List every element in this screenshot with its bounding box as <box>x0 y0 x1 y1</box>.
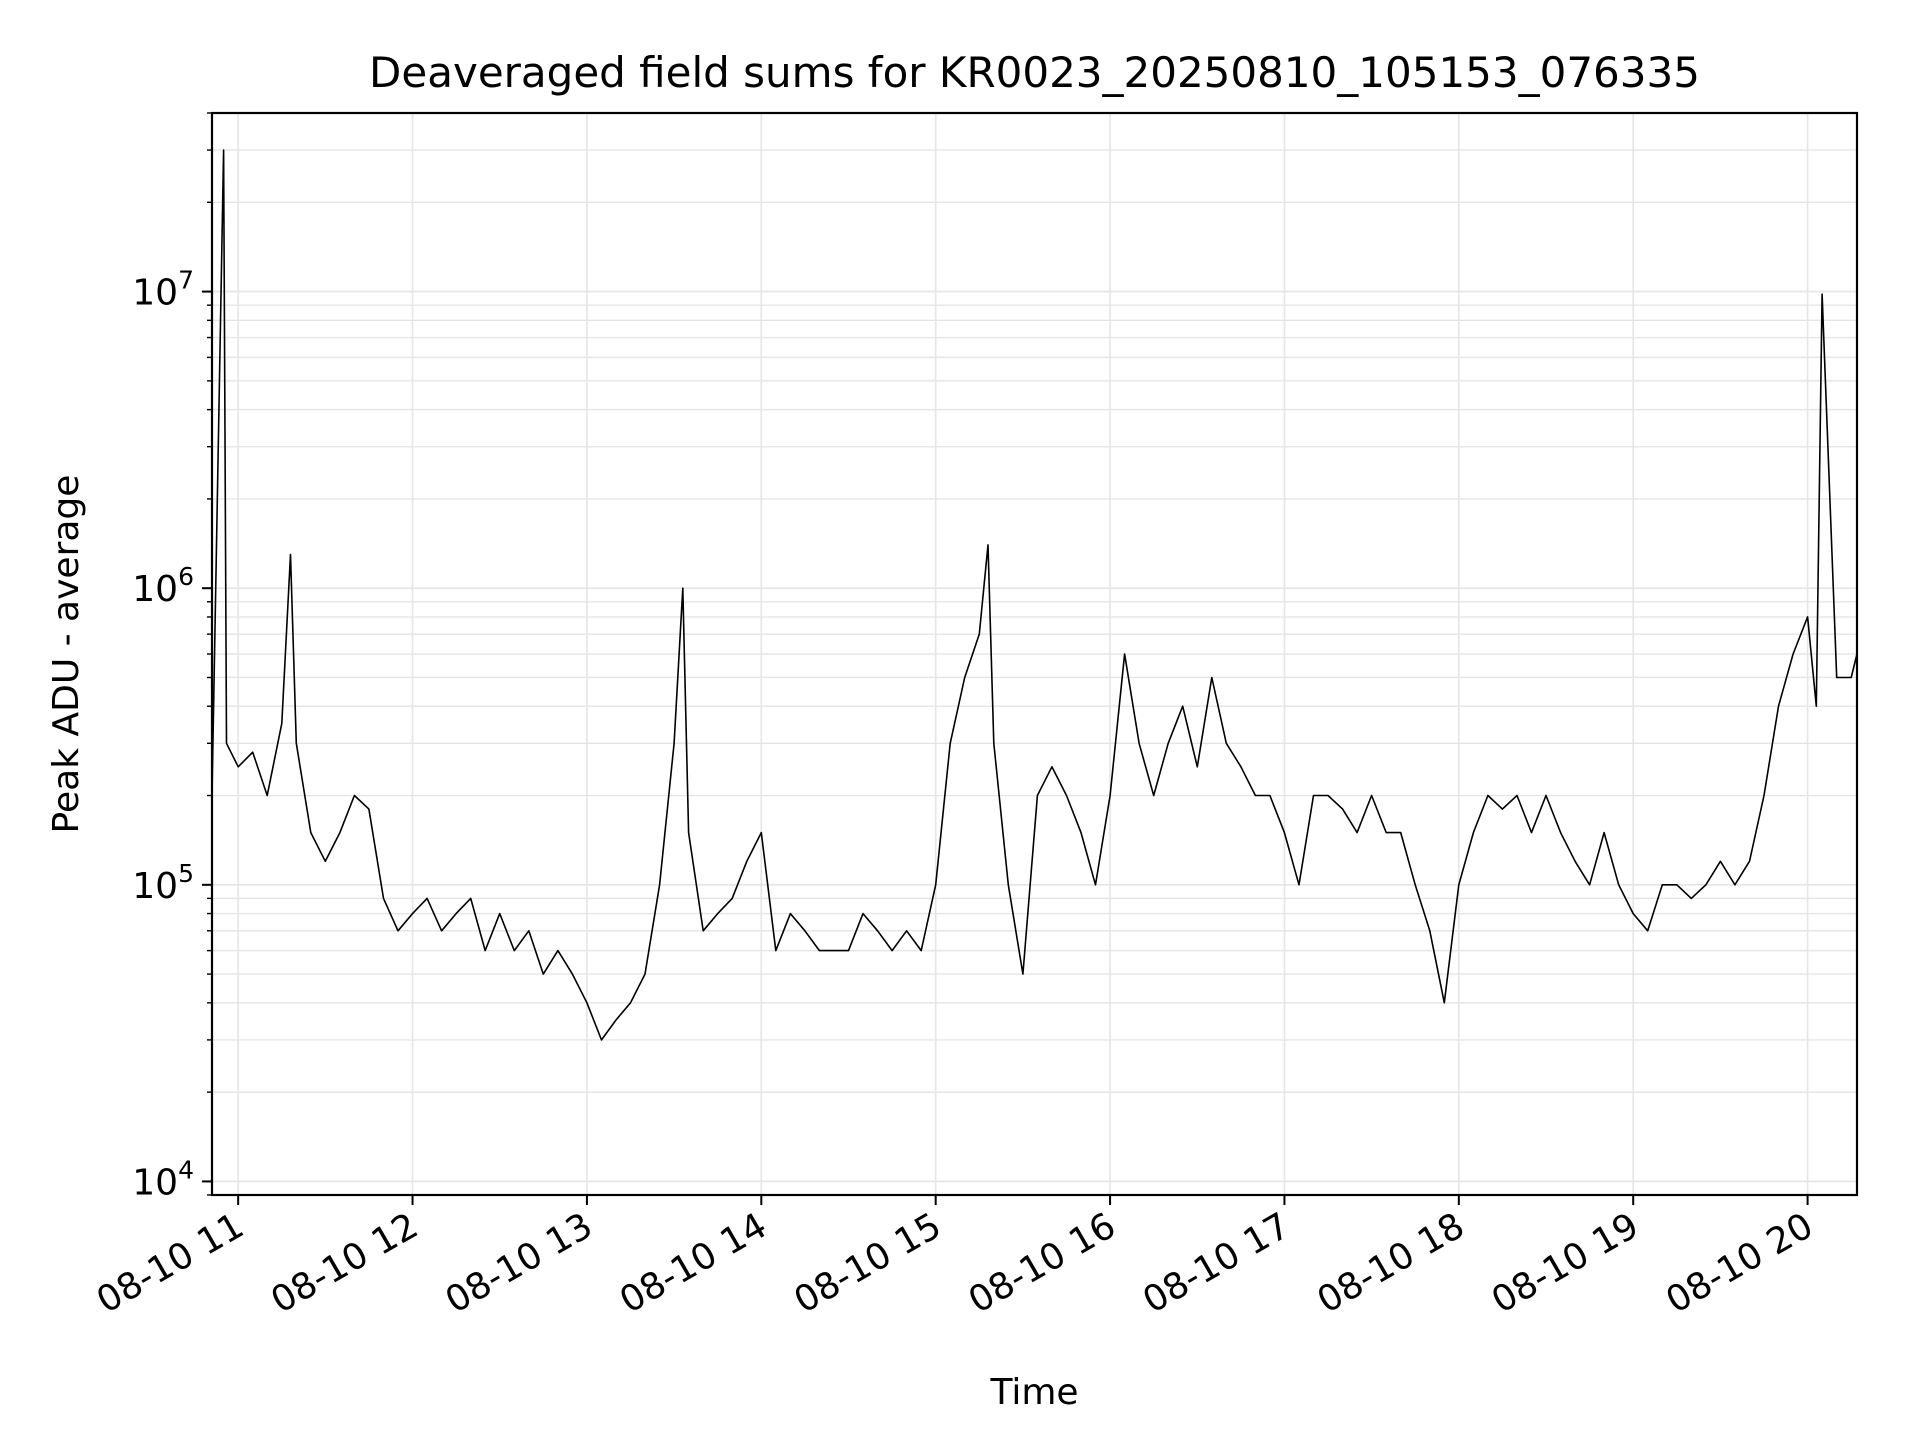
y-tick-label: 104 <box>132 1155 194 1203</box>
series-layer <box>211 149 1858 1041</box>
y-tick-label: 105 <box>132 859 194 907</box>
chart-title: Deaveraged field sums for KR0023_2025081… <box>369 48 1700 97</box>
y-axis-label: Peak ADU - average <box>46 475 87 834</box>
x-axis-label: Time <box>989 1372 1078 1413</box>
series-line <box>211 149 1858 1041</box>
y-tick-label: 106 <box>132 562 194 610</box>
y-tick-label: 107 <box>132 266 194 314</box>
